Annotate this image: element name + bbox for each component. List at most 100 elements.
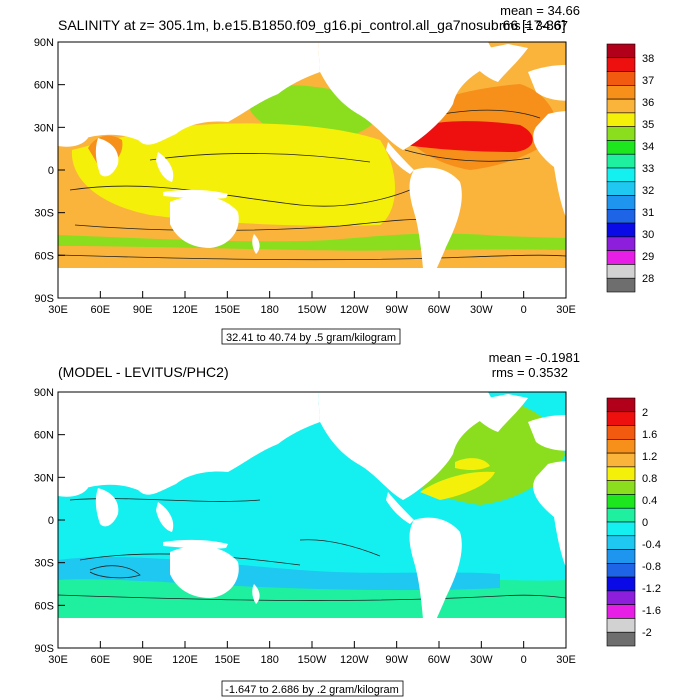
lon-tick-label: 150W — [298, 304, 327, 316]
colorbar-label: 2 — [642, 407, 648, 419]
lat-tick-label: 90S — [34, 643, 54, 655]
top-contour-info-box: 32.41 to 40.74 by .5 gram/kilogram — [221, 328, 401, 345]
colorbar-label: 34 — [642, 141, 654, 153]
colorbar-swatch — [606, 480, 636, 495]
africa-east-land — [58, 477, 88, 497]
colorbar-label: 29 — [642, 251, 654, 263]
colorbar-swatch — [606, 535, 636, 550]
lat-tick-label: 90S — [34, 293, 54, 305]
top-title: SALINITY at z= 305.1m, b.e15.B1850.f09_g… — [58, 17, 566, 33]
colorbar-swatch — [606, 126, 636, 141]
top-land-masses — [58, 42, 621, 298]
top-rms-label: rms = 34.67 — [499, 18, 568, 33]
bottom-latitude-axis: 90N 60N 30N 0 30S 60S 90S — [34, 387, 65, 655]
colorbar-swatch — [606, 576, 636, 592]
north-atlantic-max-anomaly — [420, 471, 495, 500]
lon-tick-label: 90W — [385, 654, 408, 666]
lon-tick-label: 120E — [172, 654, 198, 666]
lat-tick-label: 90N — [34, 37, 54, 49]
colorbar-label: 33 — [642, 163, 654, 175]
lon-tick-label: 30E — [556, 654, 576, 666]
bottom-mean-label: mean = -0.1981 — [489, 350, 580, 365]
colorbar-swatch — [606, 167, 636, 183]
colorbar-label: 0.4 — [642, 495, 657, 507]
bottom-contour-info: -1.647 to 2.686 by .2 gram/kilogram — [225, 684, 399, 696]
colorbar-label: 0.8 — [642, 473, 657, 485]
africa-land — [533, 110, 621, 230]
north-atlantic-max-core — [400, 121, 533, 152]
southeast-asia-land — [156, 152, 174, 182]
colorbar-label: 1.2 — [642, 451, 657, 463]
lat-tick-label: 0 — [48, 515, 54, 527]
greenland-land — [468, 394, 528, 432]
central-america-land — [386, 142, 414, 174]
colorbar-label: -1.2 — [642, 583, 661, 595]
colorbar-swatch — [606, 140, 636, 155]
lon-tick-label: 60E — [91, 304, 111, 316]
lon-tick-label: 90E — [133, 304, 153, 316]
lat-tick-label: 30N — [34, 122, 54, 134]
colorbar-label: -2 — [642, 627, 652, 639]
colorbar-swatch — [606, 507, 636, 523]
lat-tick-label: 90N — [34, 387, 54, 399]
lon-tick-label: 30W — [470, 304, 493, 316]
colorbar-swatch — [606, 590, 636, 605]
europe-land — [528, 414, 600, 451]
india-land — [95, 138, 119, 177]
india-land — [95, 488, 119, 527]
antarctica-land — [58, 618, 566, 648]
new-zealand-land — [252, 584, 260, 604]
north-america-land — [318, 392, 498, 500]
colorbar-label: -0.8 — [642, 561, 661, 573]
colorbar-swatch — [606, 112, 636, 127]
lon-tick-label: 60W — [428, 304, 451, 316]
lon-tick-label: 90W — [385, 304, 408, 316]
lon-tick-label: 90E — [133, 654, 153, 666]
colorbar-swatch — [606, 439, 636, 454]
bottom-panel: (MODEL - LEVITUS/PHC2) mean = -0.1981 rm… — [34, 350, 661, 697]
colorbar-label: 30 — [642, 229, 654, 241]
colorbar-swatch — [606, 618, 636, 633]
south-america-land — [409, 517, 462, 632]
colorbar-label: 32 — [642, 185, 654, 197]
lat-tick-label: 0 — [48, 165, 54, 177]
colorbar-swatch — [606, 425, 636, 440]
colorbar-swatch — [606, 250, 636, 265]
north-america-land — [318, 42, 498, 150]
lat-tick-label: 60N — [34, 430, 54, 442]
bottom-longitude-axis: 30E 60E 90E 120E 150E 180 150W 120W 90W 60W 30W 0 30… — [48, 641, 576, 666]
colorbar-label: 38 — [642, 53, 654, 65]
australia-land — [170, 546, 239, 598]
colorbar-swatch — [606, 57, 636, 72]
colorbar-label: 1.6 — [642, 429, 657, 441]
greenland-land — [468, 44, 528, 82]
colorbar-label: 28 — [642, 273, 654, 285]
lon-tick-label: 180 — [260, 654, 278, 666]
bottom-map — [57, 391, 621, 649]
top-map — [57, 41, 621, 299]
colorbar-label: 0 — [642, 517, 648, 529]
lon-tick-label: 150W — [298, 654, 327, 666]
africa-east-land — [58, 127, 88, 147]
colorbar-swatch — [606, 195, 636, 210]
colorbar-swatch — [606, 604, 636, 619]
colorbar-label: -0.4 — [642, 539, 661, 551]
lon-tick-label: 30W — [470, 654, 493, 666]
lon-tick-label: 120W — [340, 654, 369, 666]
colorbar-swatch — [606, 631, 636, 647]
europe-land — [528, 64, 600, 101]
australia-land — [170, 196, 239, 248]
colorbar-swatch — [606, 222, 636, 238]
top-colorbar: 38 37 36 35 34 33 32 31 30 29 28 — [606, 43, 654, 293]
lon-tick-label: 60W — [428, 654, 451, 666]
top-longitude-axis: 30E 60E 90E 120E 150E 180 150W 120W 90W 60W 30W 0 30… — [48, 291, 576, 316]
lat-tick-label: 60S — [34, 250, 54, 262]
colorbar-swatch — [606, 277, 636, 293]
lon-tick-label: 30E — [48, 654, 68, 666]
colorbar-swatch — [606, 236, 636, 251]
bottom-contour-info-box: -1.647 to 2.686 by .2 gram/kilogram — [221, 680, 404, 697]
gulf-stream-anomaly — [455, 458, 490, 470]
lon-tick-label: 150E — [214, 654, 240, 666]
colorbar-swatch — [606, 153, 636, 169]
